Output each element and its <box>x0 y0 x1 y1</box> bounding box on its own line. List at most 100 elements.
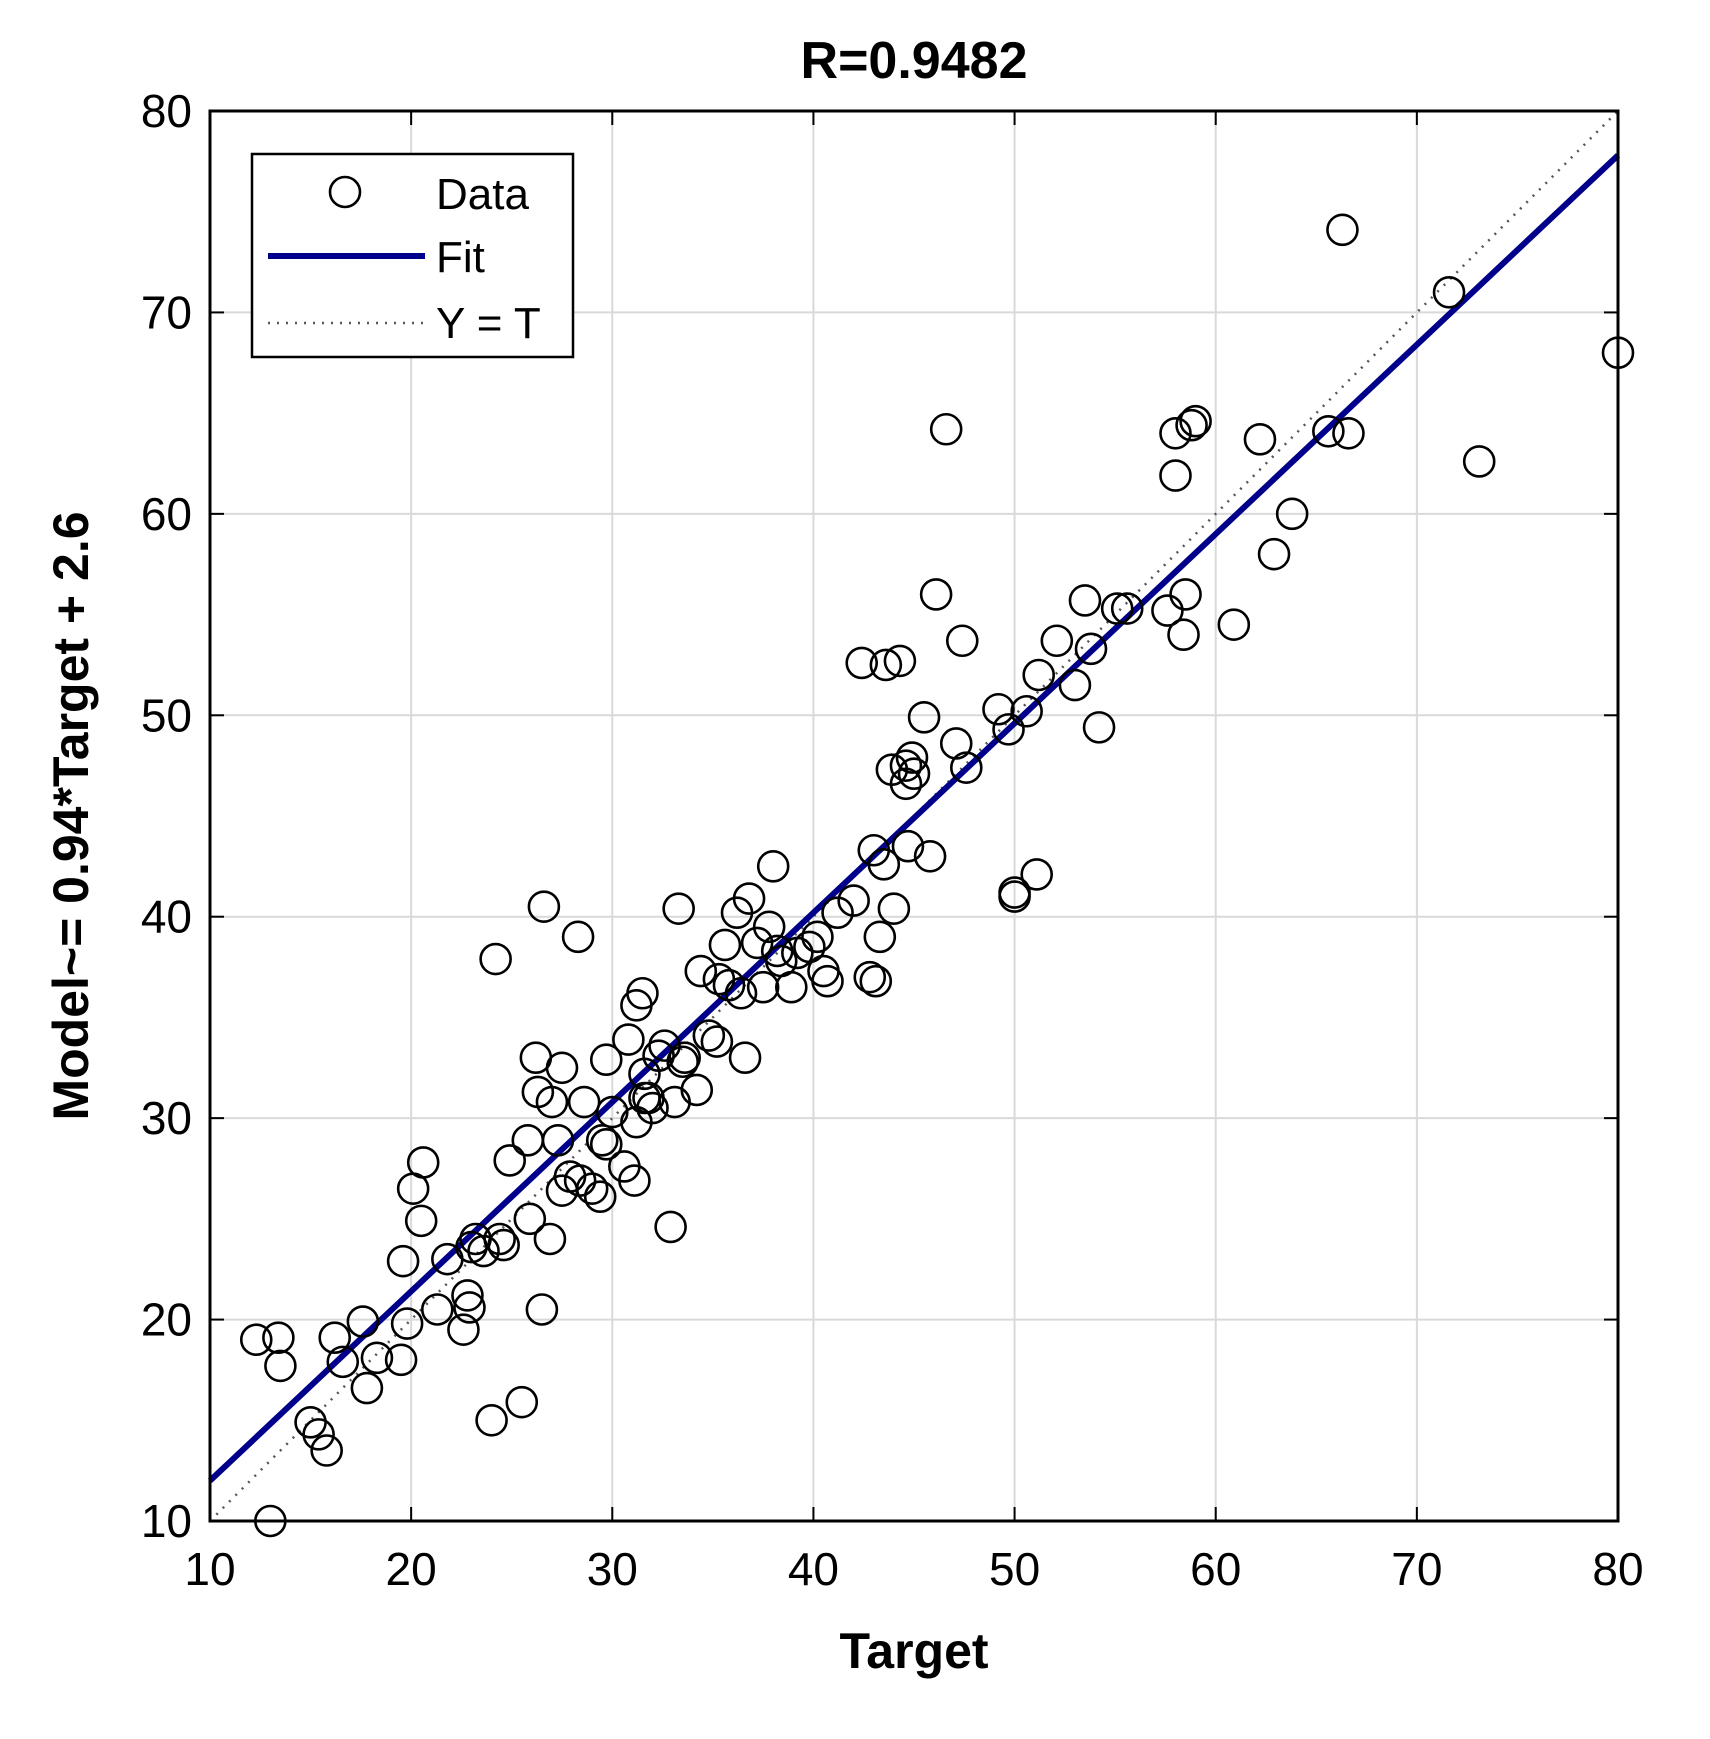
data-point <box>386 1244 420 1278</box>
data-point <box>666 1045 699 1079</box>
data-point <box>746 970 780 1004</box>
data-point <box>752 910 786 944</box>
data-point <box>575 1172 609 1205</box>
data-point <box>626 976 659 1010</box>
data-point <box>1068 584 1102 617</box>
data-point <box>589 1128 623 1161</box>
data-point <box>239 1323 273 1357</box>
data-point <box>1275 497 1309 531</box>
data-point <box>859 964 893 998</box>
legend-identity-label: Y = T <box>436 299 541 348</box>
y-tick-label: 60 <box>141 488 192 540</box>
legend-data-label: Data <box>436 170 529 219</box>
data-point <box>732 882 766 915</box>
data-point <box>837 884 870 917</box>
data-point <box>897 757 931 791</box>
data-point <box>360 1341 394 1375</box>
data-point <box>889 767 923 801</box>
legend: Data Fit Y = T <box>250 152 575 359</box>
data-point <box>384 1343 418 1377</box>
data-point <box>1159 416 1192 450</box>
data-point <box>668 1041 701 1075</box>
data-point <box>1010 694 1043 728</box>
data-point <box>654 1210 687 1244</box>
data-point <box>346 1305 380 1338</box>
data-point <box>929 412 963 446</box>
data-point <box>525 1293 559 1326</box>
data-point <box>487 1228 520 1262</box>
data-point <box>310 1434 343 1467</box>
data-point <box>992 713 1025 746</box>
data-point <box>583 1180 617 1213</box>
y-axis-label: Model~= 0.94*Target + 2.6 <box>43 511 99 1120</box>
y-axis-tick-labels: 10 20 30 40 50 60 70 80 <box>141 85 192 1547</box>
y-tick-label: 30 <box>141 1092 192 1144</box>
data-point <box>708 928 742 962</box>
x-tick-label: 40 <box>788 1543 839 1595</box>
y-tick-label: 20 <box>141 1294 192 1346</box>
data-point <box>545 1051 579 1085</box>
data-point <box>513 1202 547 1236</box>
data-point <box>1257 537 1291 571</box>
data-point <box>589 1043 623 1077</box>
data-point <box>845 646 879 680</box>
data-point <box>326 1345 360 1379</box>
data-point <box>561 920 595 954</box>
plot-frame <box>208 109 1620 1523</box>
data-point <box>891 829 925 863</box>
data-point <box>406 1146 440 1179</box>
data-point <box>889 749 923 782</box>
data-point <box>895 741 929 774</box>
data-point <box>1022 658 1056 692</box>
data-point <box>853 960 887 994</box>
data-point <box>1100 592 1134 625</box>
data-point <box>1082 711 1116 744</box>
data-point <box>945 624 979 658</box>
legend-item-fit: Fit <box>268 233 485 282</box>
fit-line-layer <box>207 153 1621 1483</box>
data-point <box>648 1029 681 1062</box>
data-point <box>1169 578 1202 611</box>
data-point <box>907 700 941 734</box>
data-point <box>493 1144 527 1177</box>
data-point <box>567 1085 601 1119</box>
data-point <box>636 1091 669 1125</box>
data-point <box>318 1321 352 1354</box>
data-point <box>1243 423 1277 456</box>
data-point <box>350 1371 384 1405</box>
data-point <box>801 920 834 954</box>
data-point <box>1312 414 1345 448</box>
data-point <box>684 954 718 988</box>
chart-title: R=0.9482 <box>801 32 1028 90</box>
data-point <box>821 896 854 929</box>
data-point <box>451 1279 484 1312</box>
data-point <box>913 839 947 873</box>
data-point <box>467 1234 500 1268</box>
y-tick-label: 10 <box>141 1495 192 1547</box>
data-point <box>863 920 897 954</box>
x-tick-label: 10 <box>184 1543 235 1595</box>
data-point <box>390 1307 424 1340</box>
legend-fit-label: Fit <box>436 233 485 282</box>
x-tick-label: 30 <box>587 1543 638 1595</box>
data-point <box>505 1385 539 1419</box>
data-point <box>642 1039 675 1072</box>
data-point <box>1462 445 1496 478</box>
data-point <box>1074 632 1108 666</box>
legend-data-marker-icon <box>328 175 362 209</box>
data-point <box>869 648 903 682</box>
data-point <box>595 1095 629 1129</box>
data-point <box>302 1418 335 1451</box>
data-point <box>475 1403 508 1437</box>
data-point <box>1159 459 1192 492</box>
data-point <box>724 976 758 1010</box>
data-point <box>479 942 512 976</box>
y-tick-label: 50 <box>141 689 192 741</box>
x-tick-label: 70 <box>1391 1543 1442 1595</box>
data-point <box>1332 416 1365 450</box>
data-point <box>264 1349 297 1383</box>
x-tick-label: 60 <box>1190 1543 1241 1595</box>
data-point <box>700 1025 734 1058</box>
x-tick-label: 20 <box>386 1543 437 1595</box>
